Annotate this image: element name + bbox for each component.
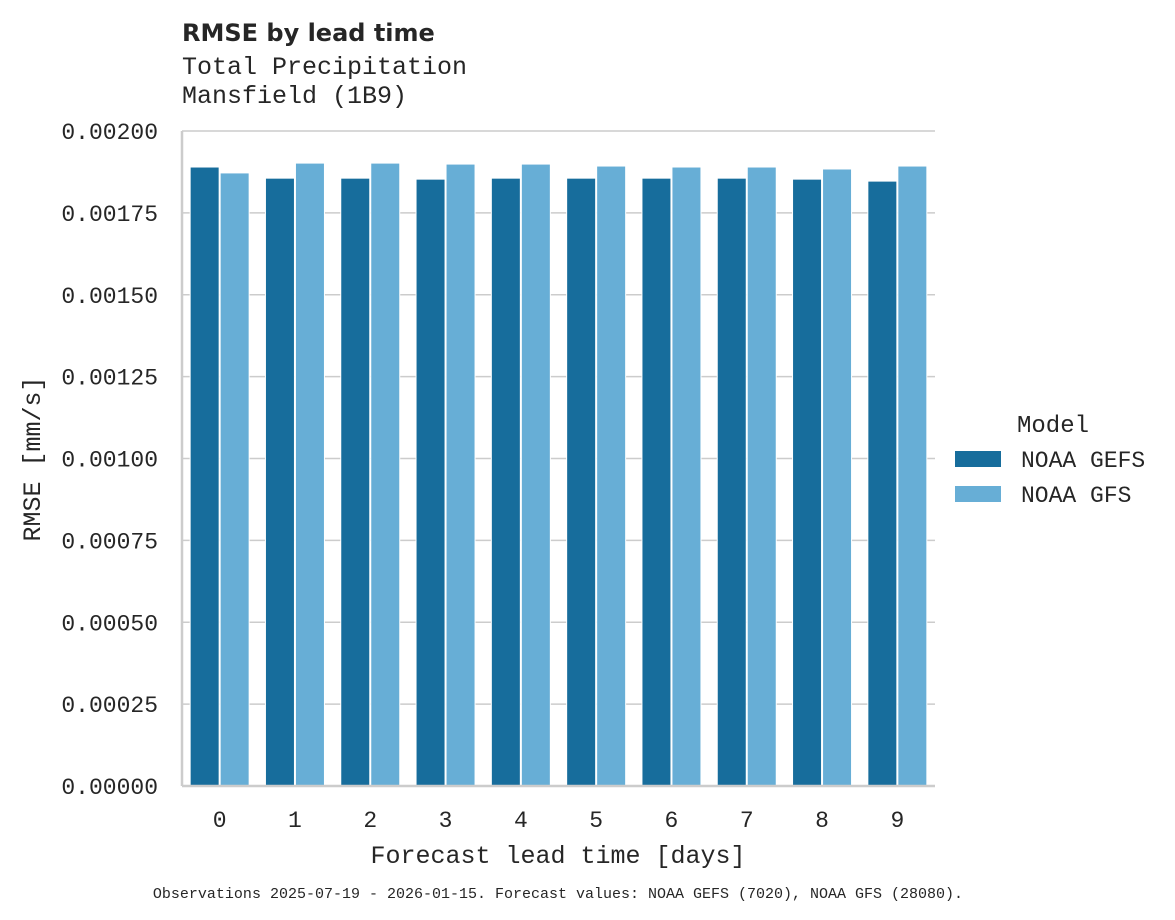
- y-tick-label: 0.00200: [61, 120, 158, 146]
- bar-noaa-gfs-day-9: [897, 165, 928, 787]
- bar-noaa-gfs-day-4: [520, 163, 551, 787]
- bar-noaa-gefs-day-0: [189, 166, 220, 787]
- y-tick-label: 0.00000: [61, 775, 158, 801]
- bar-noaa-gefs-day-8: [792, 178, 823, 787]
- legend-label: NOAA GFS: [1021, 483, 1131, 509]
- chart-subtitle-2: Mansfield (1B9): [182, 82, 407, 111]
- x-tick-label: 2: [363, 808, 377, 834]
- x-tick-label: 8: [815, 808, 829, 834]
- y-tick-label: 0.00100: [61, 448, 158, 474]
- y-tick-label: 0.00175: [61, 202, 158, 228]
- bar-noaa-gefs-day-3: [415, 178, 446, 787]
- x-tick-label: 6: [665, 808, 679, 834]
- y-tick-label: 0.00050: [61, 611, 158, 637]
- bar-noaa-gefs-day-1: [264, 177, 295, 787]
- legend-swatch: [955, 451, 1001, 467]
- bar-noaa-gfs-day-5: [596, 165, 627, 787]
- chart-subtitle-1: Total Precipitation: [182, 53, 467, 82]
- x-tick-label: 9: [890, 808, 904, 834]
- legend-label: NOAA GEFS: [1021, 448, 1145, 474]
- bar-noaa-gefs-day-4: [490, 177, 521, 787]
- bar-noaa-gfs-day-2: [370, 162, 401, 787]
- x-tick-label: 7: [740, 808, 754, 834]
- legend-swatch: [955, 486, 1001, 502]
- bar-noaa-gefs-day-9: [867, 180, 898, 787]
- y-tick-label: 0.00125: [61, 366, 158, 392]
- y-tick-label: 0.00075: [61, 529, 158, 555]
- bar-noaa-gefs-day-6: [641, 177, 672, 787]
- bar-noaa-gfs-day-1: [294, 162, 325, 787]
- legend: Model NOAA GEFS NOAA GFS: [955, 413, 1145, 509]
- bar-noaa-gfs-day-6: [671, 166, 702, 787]
- y-tick-label: 0.00025: [61, 693, 158, 719]
- x-tick-label: 3: [439, 808, 453, 834]
- bar-noaa-gfs-day-3: [445, 163, 476, 787]
- y-tick-label: 0.00150: [61, 284, 158, 310]
- bar-noaa-gfs-day-8: [822, 168, 853, 787]
- bar-noaa-gfs-day-7: [746, 166, 777, 787]
- bar-noaa-gefs-day-2: [340, 177, 371, 787]
- bar-noaa-gfs-day-0: [219, 172, 250, 787]
- y-axis-label: RMSE [mm/s]: [19, 376, 48, 541]
- legend-title: Model: [1017, 413, 1089, 440]
- x-tick-label: 4: [514, 808, 528, 834]
- x-tick-label: 5: [589, 808, 603, 834]
- x-tick-label: 1: [288, 808, 302, 834]
- x-axis-label: Forecast lead time [days]: [370, 842, 745, 871]
- bar-noaa-gefs-day-7: [716, 177, 747, 787]
- x-tick-label: 0: [213, 808, 227, 834]
- chart-title: RMSE by lead time: [182, 19, 435, 47]
- bar-noaa-gefs-day-5: [566, 177, 597, 787]
- footnote: Observations 2025-07-19 - 2026-01-15. Fo…: [153, 886, 963, 903]
